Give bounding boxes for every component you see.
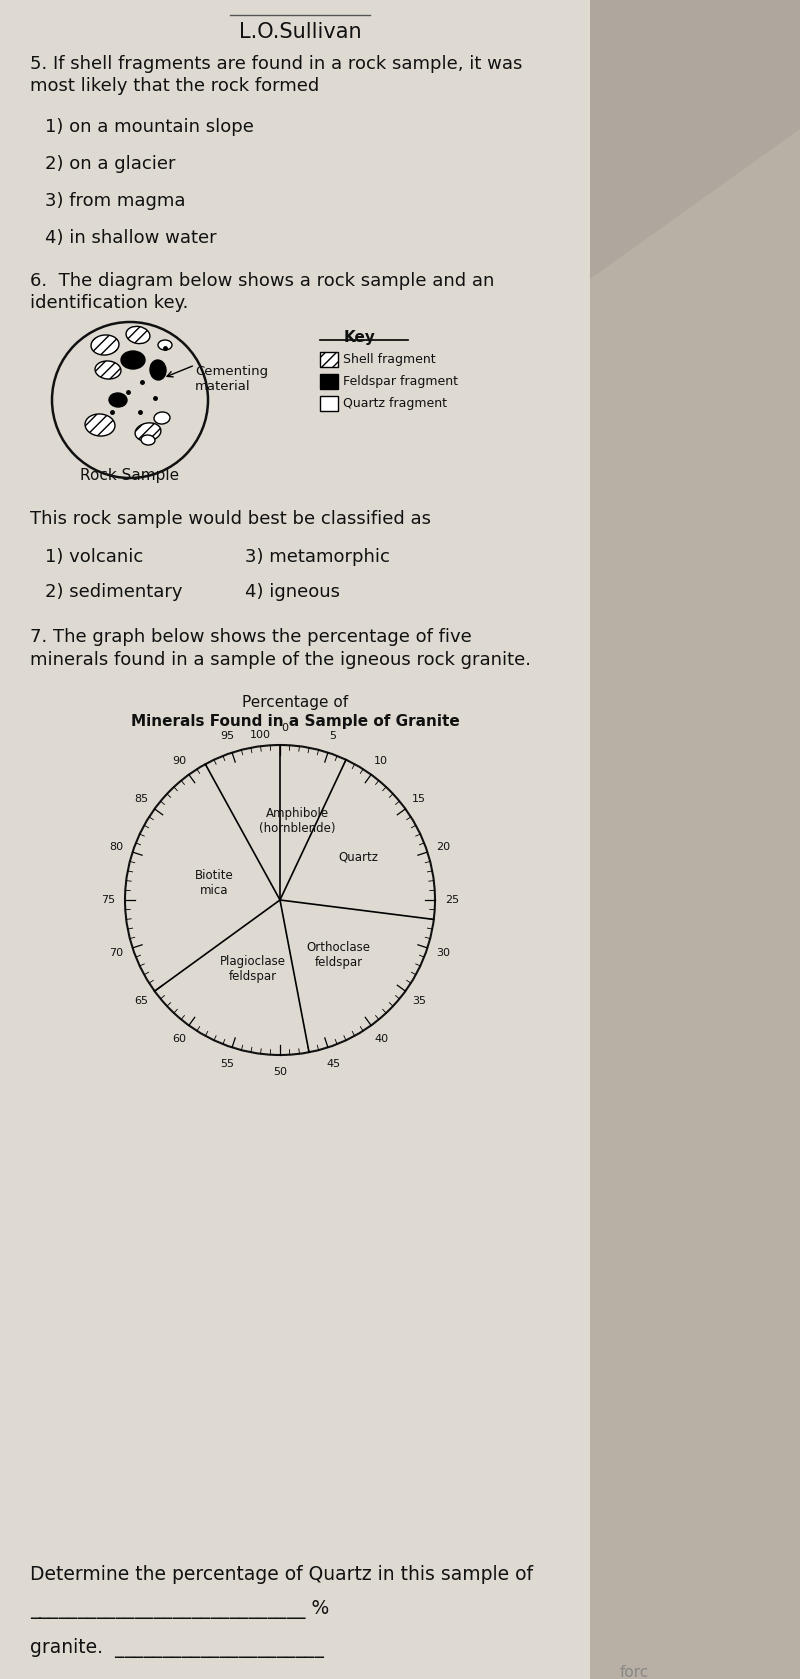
Ellipse shape [158, 341, 172, 349]
Text: 4) in shallow water: 4) in shallow water [45, 228, 217, 247]
Ellipse shape [126, 326, 150, 344]
Text: 20: 20 [437, 841, 450, 851]
Text: 5. If shell fragments are found in a rock sample, it was: 5. If shell fragments are found in a roc… [30, 55, 522, 72]
Text: 3) metamorphic: 3) metamorphic [245, 547, 390, 566]
Ellipse shape [109, 393, 127, 406]
Text: 7. The graph below shows the percentage of five: 7. The graph below shows the percentage … [30, 628, 472, 646]
Bar [320, 374, 338, 390]
Text: 95: 95 [220, 732, 234, 742]
Text: Feldspar fragment: Feldspar fragment [343, 374, 458, 388]
Text: 60: 60 [172, 1034, 186, 1044]
Text: 15: 15 [412, 794, 426, 804]
Ellipse shape [135, 423, 161, 442]
Text: 50: 50 [273, 1066, 287, 1076]
Text: 45: 45 [326, 1058, 340, 1068]
Text: Orthoclase
feldspar: Orthoclase feldspar [306, 942, 370, 969]
Ellipse shape [154, 411, 170, 425]
Text: 6.  The diagram below shows a rock sample and an: 6. The diagram below shows a rock sample… [30, 272, 494, 290]
Polygon shape [590, 0, 800, 1679]
Text: identification key.: identification key. [30, 294, 188, 312]
Text: Biotite
mica: Biotite mica [194, 870, 234, 897]
Ellipse shape [141, 435, 155, 445]
Text: L.O.Sullivan: L.O.Sullivan [238, 22, 362, 42]
Text: 25: 25 [445, 895, 459, 905]
Ellipse shape [91, 336, 119, 354]
Text: _____________________________ %: _____________________________ % [30, 1600, 330, 1619]
Ellipse shape [85, 415, 115, 437]
Text: 90: 90 [172, 756, 186, 766]
Ellipse shape [150, 359, 166, 379]
Text: 35: 35 [412, 996, 426, 1006]
Text: 30: 30 [437, 949, 450, 959]
Text: 75: 75 [101, 895, 115, 905]
Text: Quartz fragment: Quartz fragment [343, 396, 447, 410]
Text: most likely that the rock formed: most likely that the rock formed [30, 77, 319, 96]
Text: 10: 10 [374, 756, 388, 766]
Text: 70: 70 [110, 949, 123, 959]
Text: Shell fragment: Shell fragment [343, 353, 436, 366]
Polygon shape [590, 0, 800, 279]
Text: 2) sedimentary: 2) sedimentary [45, 583, 182, 601]
Text: Determine the percentage of Quartz in this sample of: Determine the percentage of Quartz in th… [30, 1565, 533, 1583]
Text: Rock Sample: Rock Sample [81, 468, 179, 484]
Text: Percentage of: Percentage of [242, 695, 348, 710]
Text: 3) from magma: 3) from magma [45, 191, 186, 210]
Text: 55: 55 [220, 1058, 234, 1068]
Text: Key: Key [344, 331, 376, 344]
Text: 5: 5 [330, 732, 337, 742]
Text: Minerals Found in a Sample of Granite: Minerals Found in a Sample of Granite [130, 714, 459, 729]
Text: forc: forc [620, 1666, 650, 1679]
Text: 80: 80 [110, 841, 123, 851]
Text: Cementing
material: Cementing material [195, 364, 268, 393]
Text: minerals found in a sample of the igneous rock granite.: minerals found in a sample of the igneou… [30, 651, 531, 668]
Bar [320, 353, 338, 368]
Text: Amphibole
(hornblende): Amphibole (hornblende) [259, 808, 336, 836]
Text: Plagioclase
feldspar: Plagioclase feldspar [220, 955, 286, 984]
Text: 1) volcanic: 1) volcanic [45, 547, 143, 566]
Text: 4) igneous: 4) igneous [245, 583, 340, 601]
Text: 100: 100 [250, 730, 270, 740]
Ellipse shape [95, 361, 121, 379]
Text: This rock sample would best be classified as: This rock sample would best be classifie… [30, 510, 431, 527]
Text: 2) on a glacier: 2) on a glacier [45, 154, 175, 173]
Text: 40: 40 [374, 1034, 388, 1044]
Ellipse shape [121, 351, 145, 369]
Bar [0, 0, 590, 1679]
Text: 0: 0 [282, 724, 289, 734]
Text: 85: 85 [134, 794, 148, 804]
Text: granite.  ______________________: granite. ______________________ [30, 1639, 324, 1657]
Text: Quartz: Quartz [338, 850, 378, 863]
Text: 65: 65 [134, 996, 148, 1006]
Text: 1) on a mountain slope: 1) on a mountain slope [45, 118, 254, 136]
Bar [320, 396, 338, 411]
